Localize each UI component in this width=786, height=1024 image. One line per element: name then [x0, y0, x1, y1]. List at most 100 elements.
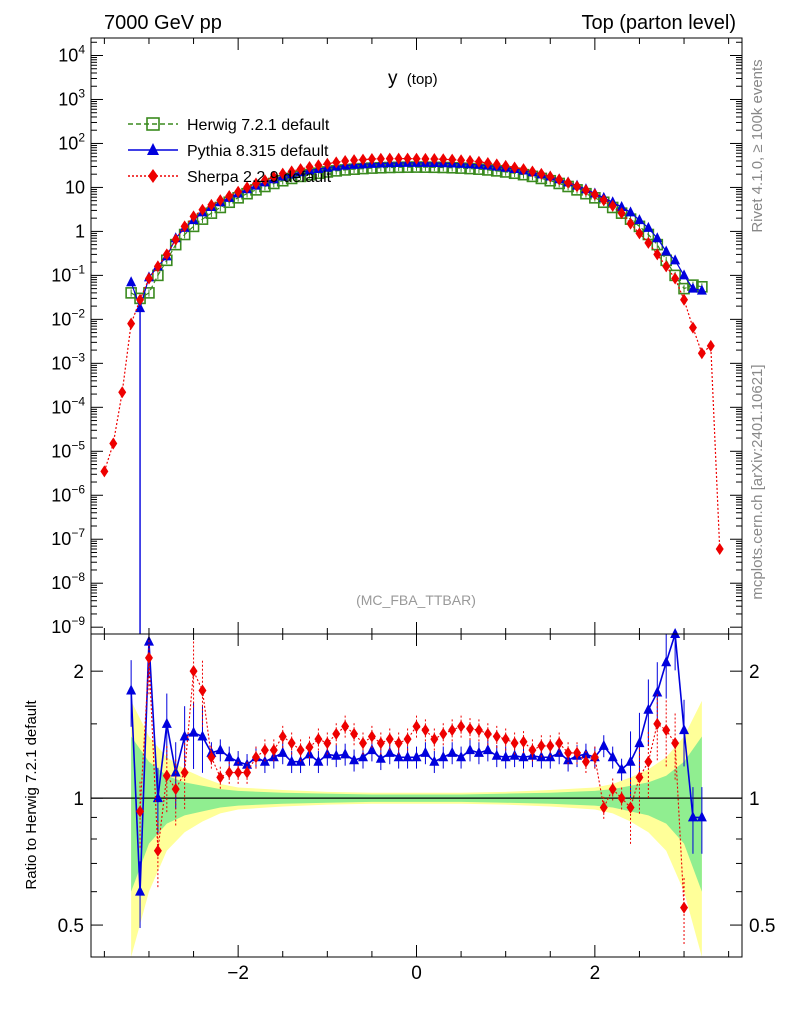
sherpa-marker — [287, 737, 296, 750]
sherpa-marker — [564, 176, 573, 189]
pythia-marker — [447, 746, 458, 757]
sherpa-marker — [483, 157, 492, 170]
pythia-marker — [625, 206, 636, 217]
sherpa-marker — [564, 746, 573, 759]
sherpa-marker — [144, 651, 153, 664]
pythia-marker — [652, 232, 663, 243]
pythia-marker — [357, 751, 368, 762]
sherpa-marker — [644, 236, 653, 249]
x-tick-label: 0 — [411, 963, 422, 984]
pythia-marker — [696, 284, 707, 295]
pythia-marker — [126, 276, 137, 287]
pythia-marker — [349, 754, 360, 765]
pythia-marker — [215, 744, 226, 755]
sherpa-marker — [680, 901, 689, 914]
sherpa-marker — [528, 744, 537, 757]
sherpa-marker — [394, 152, 403, 165]
series-line-2 — [103, 157, 721, 550]
ratio-uncertainty-band — [91, 700, 742, 957]
pythia-marker — [670, 628, 681, 638]
y-tick-label: 10−8 — [51, 570, 85, 593]
sherpa-marker — [296, 744, 305, 757]
sherpa-marker — [715, 542, 724, 555]
y-tick-label: 10 — [65, 177, 85, 197]
plot-title-main: y — [388, 68, 398, 89]
sherpa-marker — [144, 272, 153, 285]
ratio-y-tick-label-right: 0.5 — [749, 916, 775, 937]
pythia-marker — [147, 143, 159, 155]
sherpa-marker — [617, 792, 626, 805]
sherpa-marker — [510, 161, 519, 174]
sherpa-marker — [136, 293, 145, 306]
pythia-marker — [625, 755, 636, 766]
pythia-marker — [277, 746, 288, 757]
sherpa-marker — [243, 766, 252, 779]
sherpa-marker — [385, 152, 394, 165]
sherpa-marker — [153, 260, 162, 273]
sherpa-marker — [350, 727, 359, 740]
legend-label: Sherpa 2.2.9 default — [187, 169, 332, 186]
sherpa-marker — [519, 163, 528, 176]
pythia-marker — [554, 746, 565, 757]
y-tick-label: 10−2 — [51, 306, 85, 329]
pythia-marker — [366, 744, 377, 755]
sherpa-marker — [100, 465, 109, 478]
header-right: Top (parton level) — [581, 12, 736, 34]
sherpa-marker — [457, 720, 466, 733]
sherpa-marker — [457, 154, 466, 167]
pythia-marker — [233, 755, 244, 766]
sherpa-marker — [148, 169, 158, 183]
sherpa-marker — [573, 746, 582, 759]
sherpa-marker — [662, 724, 671, 737]
ratio-y-tick-label: 2 — [73, 662, 84, 683]
ratio-panel: 0.5 0.5 1 1 2 2 −2 0 2 Ratio to Herwig 7.2.1 def… — [23, 628, 775, 984]
pythia-marker — [465, 744, 476, 755]
sherpa-marker — [590, 188, 599, 201]
analysis-label: (MC_FBA_TTBAR) — [356, 592, 476, 608]
sherpa-marker — [287, 165, 296, 178]
sherpa-marker — [207, 198, 216, 211]
sherpa-marker — [385, 733, 394, 746]
sherpa-marker — [332, 727, 341, 740]
sherpa-marker — [305, 161, 314, 174]
pythia-marker — [197, 730, 208, 741]
pythia-marker — [393, 751, 404, 762]
sherpa-marker — [216, 194, 225, 207]
ratio-y-tick-label-right: 1 — [749, 789, 760, 810]
sherpa-marker — [136, 805, 145, 818]
sherpa-marker — [581, 755, 590, 768]
sherpa-marker — [367, 153, 376, 166]
y-tick-label: 10−3 — [51, 350, 85, 373]
sherpa-marker — [358, 153, 367, 166]
header-left: 7000 GeV pp — [104, 12, 222, 34]
sherpa-marker — [412, 152, 421, 165]
sherpa-marker — [608, 783, 617, 796]
y-tick-label: 10−1 — [51, 262, 85, 285]
sherpa-marker — [466, 154, 475, 167]
y-tick-label: 10−6 — [51, 482, 85, 505]
sherpa-marker — [448, 724, 457, 737]
pythia-marker — [411, 751, 422, 762]
sherpa-marker — [546, 739, 555, 752]
sherpa-marker — [269, 744, 278, 757]
plot-title-sub: (top) — [407, 71, 438, 88]
sherpa-marker — [198, 203, 207, 216]
legend: Herwig 7.2.1 default Pythia 8.315 default… — [128, 117, 332, 186]
ratio-line-1 — [139, 657, 685, 908]
sherpa-marker — [403, 152, 412, 165]
pythia-marker — [652, 686, 663, 697]
pythia-marker — [384, 746, 395, 757]
sherpa-marker — [403, 733, 412, 746]
pythia-marker — [286, 755, 297, 766]
pythia-marker — [634, 214, 645, 225]
sherpa-marker — [617, 207, 626, 220]
sherpa-marker — [216, 771, 225, 784]
pythia-marker — [616, 763, 627, 774]
sherpa-marker — [421, 724, 430, 737]
sherpa-marker — [358, 737, 367, 750]
sherpa-marker — [251, 177, 260, 190]
sherpa-marker — [180, 220, 189, 233]
pythia-marker — [643, 221, 654, 232]
pythia-marker — [170, 766, 181, 777]
